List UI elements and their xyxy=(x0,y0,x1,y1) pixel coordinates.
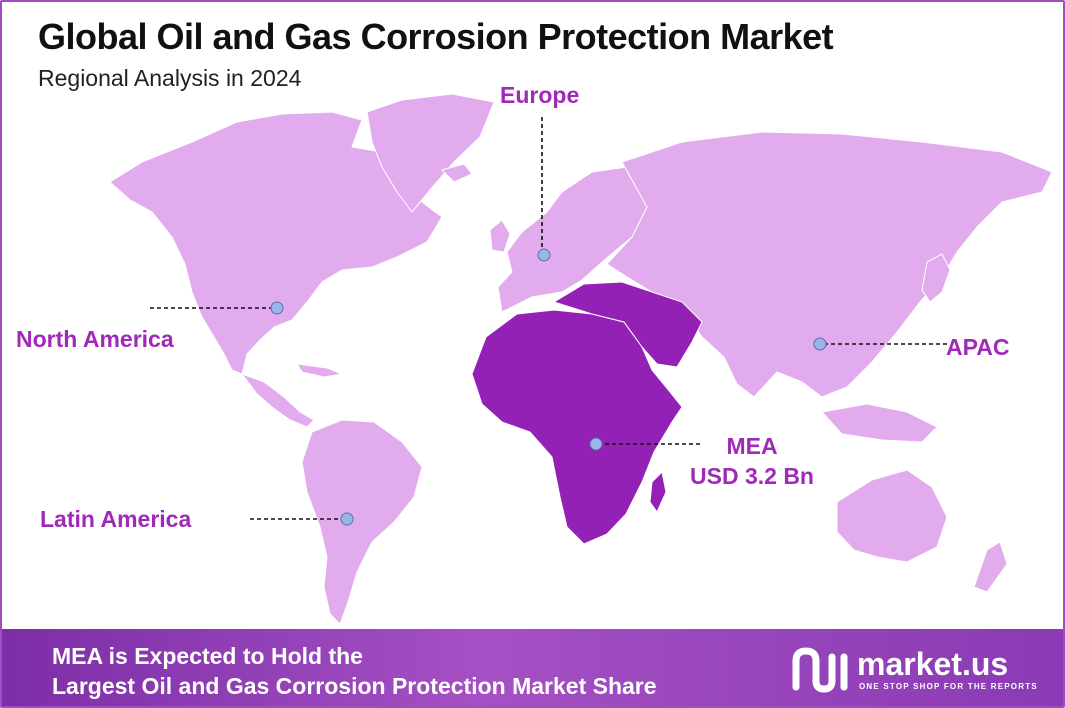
north-america-landmass xyxy=(109,111,443,375)
brand-tagline: ONE STOP SHOP FOR THE REPORTS xyxy=(859,682,1038,691)
latin-america-label: Latin America xyxy=(40,506,192,532)
footer-line-1: MEA is Expected to Hold the xyxy=(52,643,363,669)
africa-landmass xyxy=(471,309,683,545)
page-title: Global Oil and Gas Corrosion Protection … xyxy=(38,16,834,57)
south-america-landmass xyxy=(301,419,423,625)
north-america-marker xyxy=(270,301,284,315)
europe-label: Europe xyxy=(500,82,580,108)
iceland xyxy=(441,163,473,183)
central-america-landmass xyxy=(240,372,315,428)
mea-label: MEA xyxy=(726,433,778,459)
footer-line-2: Largest Oil and Gas Corrosion Protection… xyxy=(52,673,657,699)
mea-marker xyxy=(589,437,603,451)
market-us-logo-icon xyxy=(792,647,848,693)
mea-value: USD 3.2 Bn xyxy=(690,463,814,489)
middle-east-landmass xyxy=(552,281,703,368)
apac-marker xyxy=(813,337,827,351)
southeast-asia-islands xyxy=(821,403,938,443)
greenland-landmass xyxy=(366,93,495,213)
mea-label-block: MEA USD 3.2 Bn xyxy=(686,431,818,491)
europe-marker xyxy=(537,248,551,262)
footer-banner xyxy=(2,629,1063,706)
japan-islands xyxy=(921,253,951,303)
new-zealand-islands xyxy=(973,541,1008,593)
world-map xyxy=(109,93,1053,625)
page-subtitle: Regional Analysis in 2024 xyxy=(38,65,302,91)
apac-label: APAC xyxy=(946,334,1010,360)
caribbean-islands xyxy=(296,363,344,378)
latin-america-marker xyxy=(340,512,354,526)
brand-name: market.us xyxy=(857,646,1009,682)
north-america-label: North America xyxy=(16,326,174,352)
madagascar-island xyxy=(649,470,667,514)
british-isles xyxy=(489,219,511,253)
australia-landmass xyxy=(836,469,948,563)
